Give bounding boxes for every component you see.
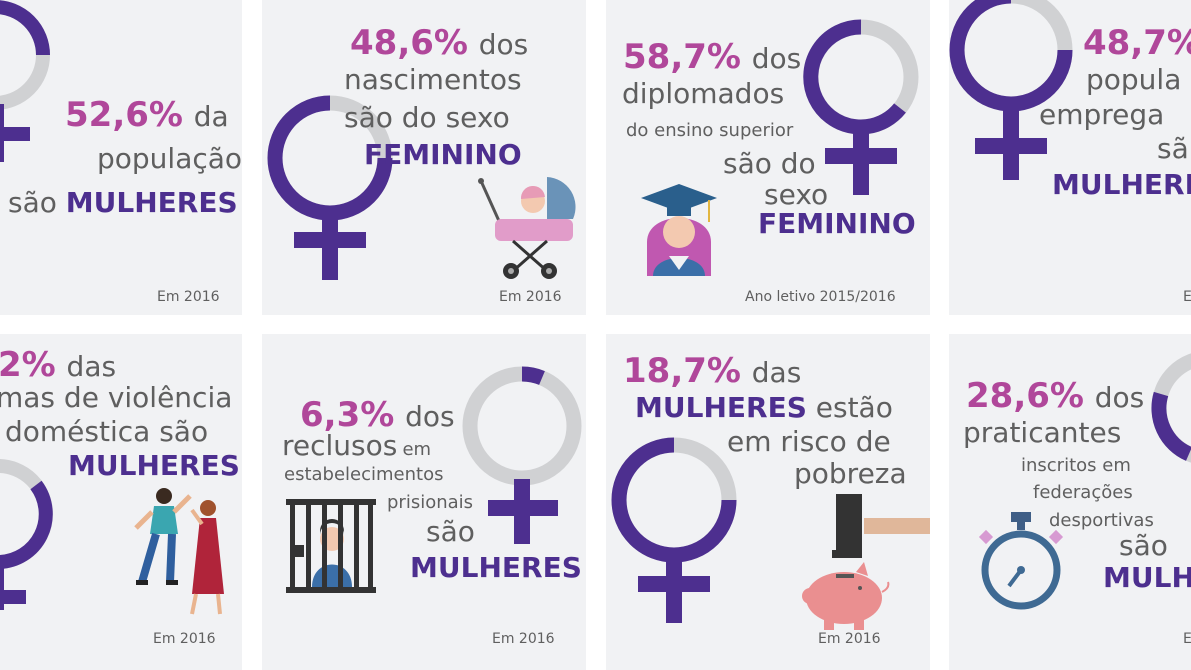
stat-card-prisoners: 6,3% dos reclusos em estabelecimentos pr… bbox=[262, 334, 586, 670]
baby-stroller-icon bbox=[478, 177, 576, 279]
stat-text: são bbox=[8, 186, 57, 219]
stat-text: reclusos bbox=[282, 429, 398, 462]
stopwatch-icon bbox=[978, 512, 1064, 610]
stat-card-population: 52,6% da população são MULHERES Em 2016 bbox=[0, 0, 242, 315]
footnote-year: E bbox=[1183, 631, 1191, 647]
domestic-violence-icon bbox=[134, 488, 224, 615]
percent-value: 18,7% bbox=[623, 351, 741, 391]
stat-text: dos bbox=[478, 28, 529, 61]
stat-card-graduates: 58,7% dos diplomados do ensino superior … bbox=[606, 0, 930, 315]
graduate-icon bbox=[641, 184, 717, 276]
female-symbol-icon bbox=[267, 95, 393, 280]
footnote-year: Em 2016 bbox=[153, 631, 216, 647]
stat-text: do ensino superior bbox=[626, 120, 794, 141]
stat-highlight: MULHE bbox=[1103, 561, 1191, 594]
stat-text: são bbox=[1119, 529, 1168, 562]
stat-text: são bbox=[426, 515, 475, 548]
piggy-bank-icon bbox=[802, 562, 890, 630]
hammer-icon bbox=[832, 494, 930, 558]
stat-highlight: MULHERES bbox=[65, 186, 238, 219]
female-symbol-icon bbox=[0, 0, 50, 162]
percent-value: 28,6% bbox=[966, 376, 1084, 416]
stat-text: são do sexo bbox=[344, 101, 510, 134]
percent-value: 52,6% bbox=[65, 95, 183, 135]
stat-text: inscritos em bbox=[1021, 455, 1131, 476]
stat-text: população bbox=[97, 142, 242, 175]
footnote-year: Em 2016 bbox=[157, 289, 220, 305]
percent-value: 48,6% bbox=[350, 23, 468, 63]
stat-text: prisionais bbox=[387, 492, 474, 513]
female-symbol-icon bbox=[1151, 353, 1191, 463]
female-symbol-icon bbox=[462, 366, 582, 544]
stat-card-domestic-violence: 2% das mas de violência doméstica são MU… bbox=[0, 334, 242, 670]
footnote-year: E bbox=[1183, 289, 1191, 305]
stat-highlight: MULHERE bbox=[1052, 168, 1191, 201]
stat-text: dos bbox=[1094, 381, 1145, 414]
stat-text: das bbox=[66, 350, 117, 383]
stat-text: emprega bbox=[1039, 98, 1165, 131]
stat-text: da bbox=[193, 100, 229, 133]
stat-text: dos bbox=[751, 42, 802, 75]
female-symbol-icon bbox=[611, 437, 737, 623]
stat-text: sexo bbox=[764, 178, 829, 211]
stat-highlight: MULHERES bbox=[635, 391, 807, 424]
stat-text: pobreza bbox=[794, 457, 907, 490]
stat-text: estabelecimentos bbox=[284, 464, 444, 485]
percent-value: 58,7% bbox=[623, 37, 741, 77]
stat-text: doméstica são bbox=[5, 415, 209, 448]
stat-text: federações bbox=[1033, 482, 1133, 503]
stat-text: desportivas bbox=[1049, 510, 1154, 531]
stat-text: são do bbox=[723, 147, 816, 180]
percent-value: 48,7% bbox=[1083, 23, 1191, 63]
stat-card-births: 48,6% dos nascimentos são do sexo FEMINI… bbox=[262, 0, 586, 315]
stat-text: diplomados bbox=[622, 77, 785, 110]
stat-highlight: MULHERES bbox=[410, 551, 582, 584]
stat-highlight: FEMININO bbox=[758, 207, 916, 240]
stat-text: das bbox=[751, 356, 802, 389]
stat-text: sã bbox=[1157, 132, 1189, 165]
footnote-year: Em 2016 bbox=[492, 631, 555, 647]
stat-text: popula bbox=[1086, 63, 1182, 96]
stat-card-employed: 48,7% popula emprega sã MULHERE E bbox=[949, 0, 1191, 315]
female-symbol-icon bbox=[803, 19, 919, 195]
stat-card-sports: 28,6% dos praticantes inscritos em feder… bbox=[949, 334, 1191, 670]
stat-text: em bbox=[402, 439, 432, 460]
stat-text: praticantes bbox=[963, 416, 1122, 449]
footnote-year: Em 2016 bbox=[499, 289, 562, 305]
female-symbol-icon bbox=[949, 0, 1073, 180]
percent-value: 6,3% bbox=[300, 395, 395, 435]
stat-highlight: MULHERES bbox=[68, 449, 240, 482]
footnote-year: Ano letivo 2015/2016 bbox=[745, 289, 896, 305]
stat-text: nascimentos bbox=[344, 63, 522, 96]
stat-highlight: FEMININO bbox=[364, 138, 522, 171]
female-symbol-icon bbox=[0, 459, 53, 610]
stat-text: dos bbox=[405, 400, 455, 433]
stat-text: estão bbox=[815, 391, 893, 424]
prisoner-icon bbox=[286, 499, 376, 593]
stat-text: mas de violência bbox=[0, 381, 233, 414]
stat-text: em risco de bbox=[727, 425, 891, 458]
footnote-year: Em 2016 bbox=[818, 631, 881, 647]
percent-value: 2% bbox=[0, 345, 56, 385]
stat-card-poverty: 18,7% das MULHERES estão em risco de pob… bbox=[606, 334, 930, 670]
